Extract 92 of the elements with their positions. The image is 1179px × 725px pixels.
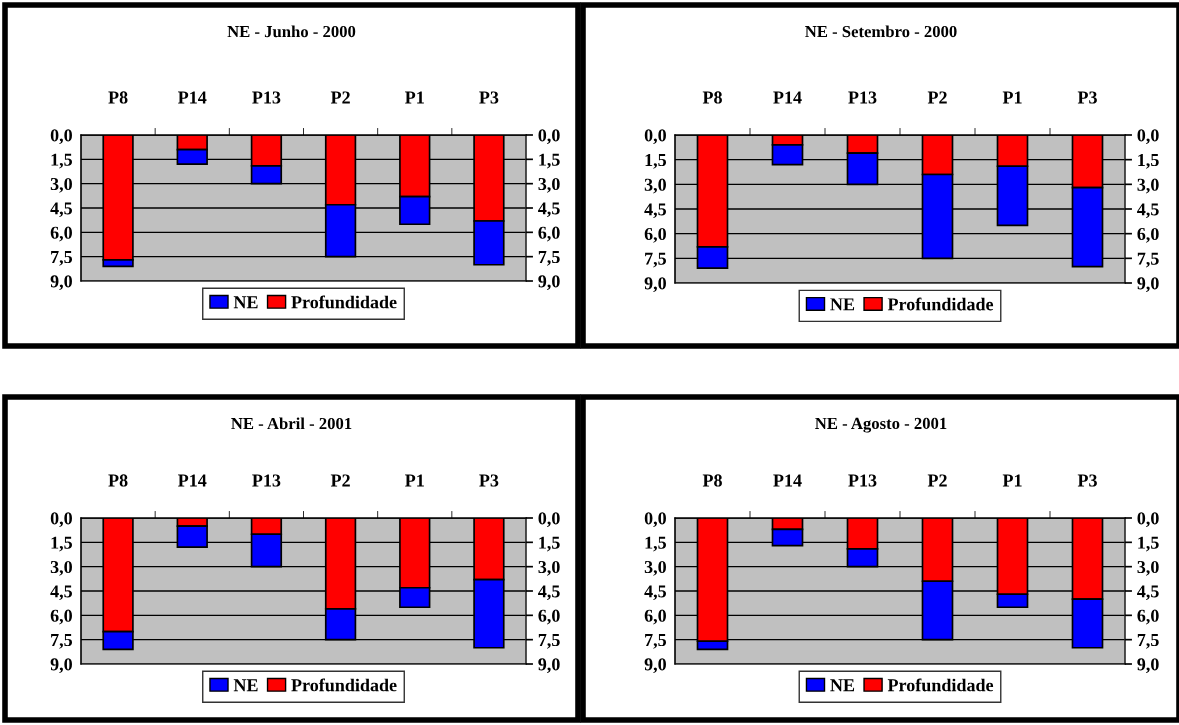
y-tick-label: 4,5 [644, 203, 667, 219]
y2-tick-label: 0,0 [1137, 129, 1159, 145]
y2-tick-label: 3,0 [538, 177, 560, 193]
x-tick-label: P8 [108, 474, 128, 487]
y2-tick-label: 7,5 [538, 251, 560, 266]
y2-tick-label: 4,5 [1137, 203, 1159, 219]
chart-title: NE - Agosto - 2001 [815, 417, 947, 433]
y2-tick-label: 4,5 [538, 585, 560, 601]
y2-tick-label: 9,0 [1137, 277, 1159, 293]
y2-tick-label: 9,0 [1137, 658, 1159, 674]
x-tick-label: P13 [848, 474, 877, 487]
y2-tick-label: 4,5 [1137, 585, 1159, 601]
y2-tick-label: 7,5 [1137, 252, 1159, 268]
y-tick-label: 9,0 [644, 277, 666, 293]
legend-label: Profundidade [887, 678, 994, 692]
y2-tick-label: 6,0 [538, 226, 560, 242]
y2-tick-label: 3,0 [1137, 560, 1159, 576]
x-tick-label: P3 [1077, 91, 1097, 104]
y2-tick-label: 6,0 [1137, 609, 1159, 625]
x-tick-label: P3 [479, 91, 499, 104]
y2-tick-label: 1,5 [1138, 154, 1159, 169]
y-tick-label: 7,5 [645, 634, 667, 649]
y2-tick-label: 7,5 [1137, 634, 1159, 649]
chart-title: NE - Abril - 2001 [231, 417, 352, 430]
y-tick-label: 7,5 [645, 252, 667, 268]
y-tick-label: 0,0 [644, 512, 666, 528]
x-tick-label: P1 [1002, 474, 1022, 487]
y2-tick-label: 9,0 [538, 275, 560, 291]
y-tick-label: 6,0 [644, 609, 666, 625]
x-tick-label: P13 [848, 91, 877, 104]
legend-label: NE [233, 679, 258, 692]
x-tick-label: P1 [405, 91, 424, 104]
y-tick-label: 1,5 [51, 153, 73, 169]
x-tick-label: P14 [178, 91, 207, 104]
x-tick-label: P3 [479, 474, 499, 487]
y2-tick-label: 7,5 [538, 634, 560, 649]
chart-title: NE - Junho - 2000 [227, 25, 356, 38]
y2-tick-label: 0,0 [538, 512, 560, 528]
x-tick-label: P8 [702, 91, 722, 104]
y-tick-label: 1,5 [645, 154, 667, 169]
x-tick-label: P1 [1002, 91, 1022, 104]
x-tick-label: P14 [773, 91, 802, 104]
y-tick-label: 4,5 [50, 585, 73, 601]
x-tick-label: P2 [330, 474, 350, 487]
y2-tick-label: 0,0 [538, 129, 560, 145]
y-tick-label: 6,0 [50, 226, 72, 242]
y2-tick-label: 4,5 [538, 202, 560, 218]
y-tick-label: 0,0 [644, 129, 666, 145]
y2-tick-label: 3,0 [538, 560, 560, 576]
y-tick-label: 9,0 [50, 275, 72, 291]
x-tick-label: P13 [252, 474, 281, 487]
y-tick-label: 1,5 [645, 536, 667, 552]
legend-label: NE [830, 679, 855, 692]
y2-tick-label: 6,0 [1137, 227, 1159, 243]
x-tick-label: P2 [927, 474, 947, 487]
y-tick-label: 0,0 [50, 512, 72, 528]
y-tick-label: 6,0 [644, 227, 666, 243]
y2-tick-label: 3,0 [1137, 178, 1159, 194]
y2-tick-label: 9,0 [538, 658, 560, 674]
y-tick-label: 4,5 [50, 202, 73, 218]
legend-label: Profundidade [291, 678, 397, 692]
x-tick-label: P14 [178, 474, 207, 487]
legend-label: NE [233, 296, 258, 309]
x-tick-label: P2 [330, 91, 350, 104]
y-tick-label: 6,0 [50, 609, 72, 625]
y-tick-label: 9,0 [50, 658, 72, 674]
y2-tick-label: 0,0 [1137, 512, 1159, 528]
chart-title: NE - Setembro - 2000 [805, 25, 957, 38]
y-tick-label: 3,0 [50, 560, 72, 576]
y-tick-label: 3,0 [644, 178, 666, 194]
x-tick-label: P13 [252, 91, 281, 104]
y-tick-label: 0,0 [50, 129, 72, 145]
x-tick-label: P1 [405, 474, 424, 487]
y-tick-label: 1,5 [51, 536, 73, 552]
legend-label: Profundidade [291, 295, 397, 309]
y-tick-label: 9,0 [644, 658, 666, 674]
x-tick-label: P8 [702, 474, 722, 487]
legend-label: Profundidade [887, 297, 994, 311]
y-tick-label: 7,5 [51, 634, 73, 649]
y-tick-label: 3,0 [644, 560, 666, 576]
y-tick-label: 7,5 [51, 251, 73, 266]
y2-tick-label: 1,5 [539, 153, 560, 169]
y2-tick-label: 1,5 [539, 536, 560, 552]
y-tick-label: 4,5 [644, 585, 667, 601]
x-tick-label: P3 [1077, 474, 1097, 487]
legend-label: NE [830, 298, 855, 311]
x-tick-label: P14 [773, 474, 802, 487]
y2-tick-label: 6,0 [538, 609, 560, 625]
y2-tick-label: 1,5 [1138, 536, 1159, 552]
x-tick-label: P8 [108, 91, 128, 104]
y-tick-label: 3,0 [50, 177, 72, 193]
x-tick-label: P2 [927, 91, 947, 104]
